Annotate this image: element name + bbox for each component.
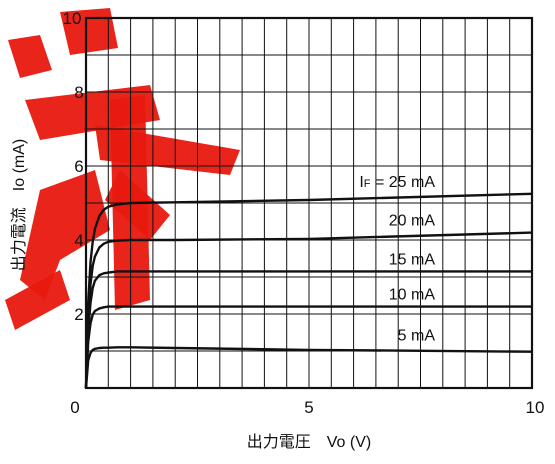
y-tick-label: 6 <box>74 157 83 176</box>
series-label-3: 10 mA <box>389 287 436 304</box>
series-line-1 <box>84 231 533 389</box>
watermark <box>5 8 240 330</box>
plot-frame <box>84 16 534 390</box>
series-label-0: IF = 25 mA <box>359 174 435 191</box>
y-tick-label: 8 <box>74 83 83 102</box>
y-tick-label: 10 <box>63 9 82 28</box>
series-line-0 <box>84 192 533 389</box>
x-tick-label: 5 <box>304 398 313 417</box>
series-label-1: 20 mA <box>389 213 436 230</box>
series-line-3 <box>84 305 532 389</box>
series-line-4 <box>84 346 533 389</box>
x-tick-label: 10 <box>526 398 545 417</box>
watermark-stroke-1 <box>60 8 118 55</box>
y-axis-label: 出力電流 Io (mA) <box>10 139 28 271</box>
series-line-2 <box>84 270 532 389</box>
series-labels: IF = 25 mA 20 mA 15 mA 10 mA 5 mA <box>359 174 435 345</box>
x-tick-labels: 0 5 10 <box>70 398 544 417</box>
series-label-2: 15 mA <box>389 252 436 269</box>
watermark-stroke-0 <box>8 35 52 78</box>
series-layer <box>84 192 533 389</box>
watermark-stroke-7 <box>5 270 70 330</box>
y-tick-label: 2 <box>74 305 83 324</box>
y-tick-labels: 2 4 6 8 10 <box>63 9 84 324</box>
series-label-4: 5 mA <box>398 327 436 344</box>
x-axis-label: 出力電圧 Vo (V) <box>247 433 371 451</box>
x-tick-label: 0 <box>70 398 79 417</box>
y-tick-label: 4 <box>74 231 83 250</box>
